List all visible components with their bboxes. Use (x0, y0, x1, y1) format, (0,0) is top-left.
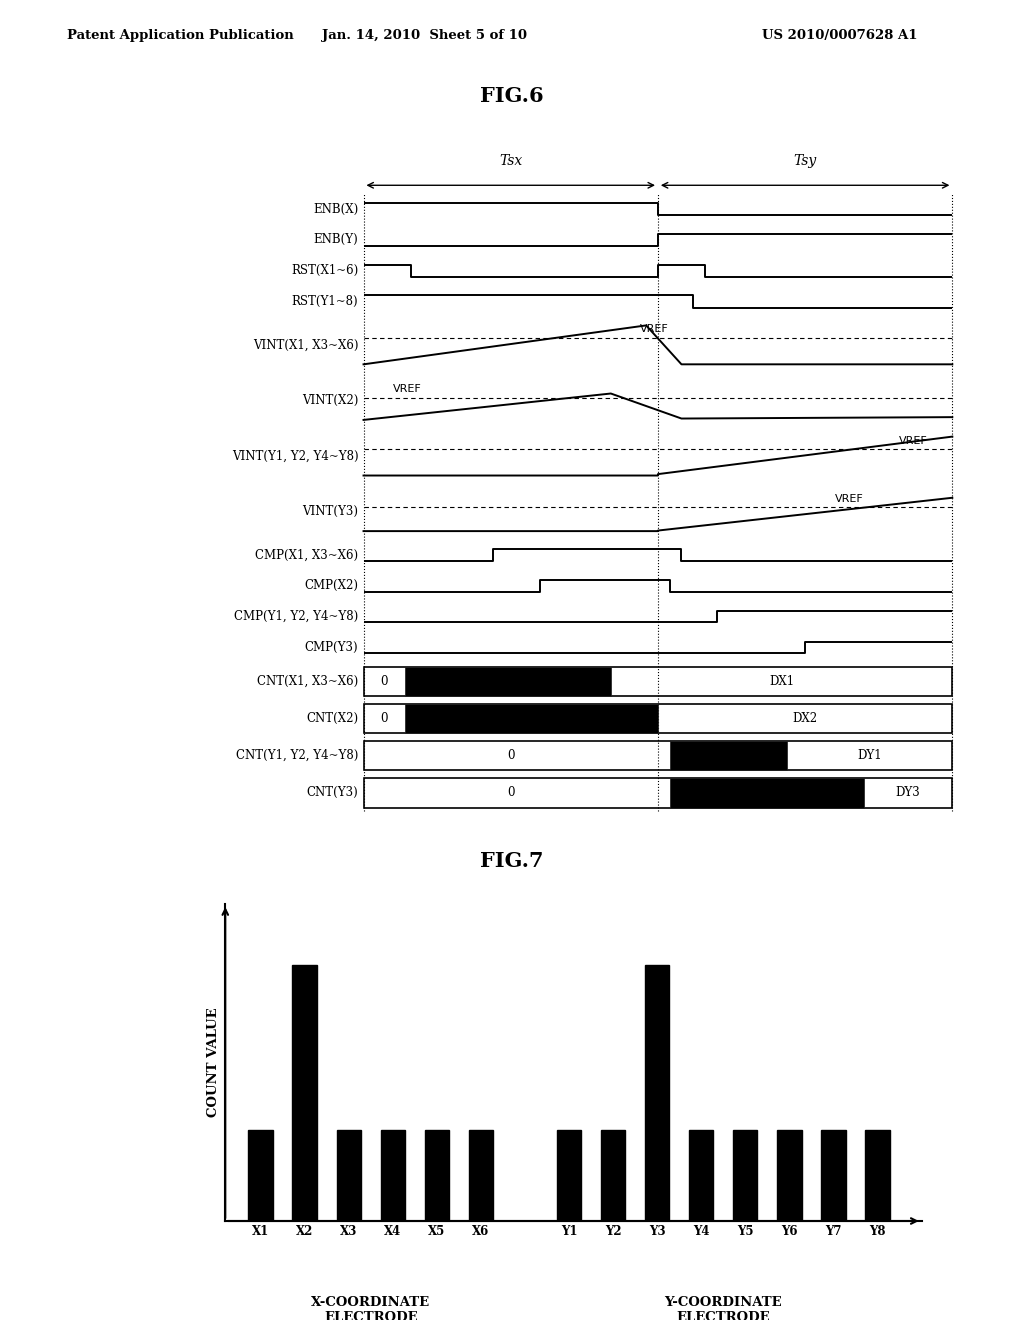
Text: VINT(Y3): VINT(Y3) (302, 506, 358, 519)
Text: VREF: VREF (835, 494, 863, 504)
Text: DX1: DX1 (769, 675, 795, 688)
Text: CNT(Y3): CNT(Y3) (306, 787, 358, 799)
Text: DY3: DY3 (896, 787, 921, 799)
Bar (293, 965, 316, 1221)
Bar (469, 1130, 493, 1221)
Bar (689, 1130, 714, 1221)
Bar (777, 1130, 802, 1221)
Text: Tsy: Tsy (794, 154, 817, 168)
Bar (670, 777, 864, 808)
Bar (364, 741, 952, 771)
Text: X-COORDINATE
ELECTRODE: X-COORDINATE ELECTRODE (311, 1296, 430, 1320)
Bar (404, 667, 610, 697)
Text: CMP(Y1, Y2, Y4~Y8): CMP(Y1, Y2, Y4~Y8) (234, 610, 358, 623)
Text: 0: 0 (380, 675, 388, 688)
Bar (645, 965, 670, 1221)
Text: CMP(X1, X3~X6): CMP(X1, X3~X6) (255, 548, 358, 561)
Bar (601, 1130, 626, 1221)
Text: Patent Application Publication: Patent Application Publication (67, 29, 293, 42)
Bar (404, 704, 658, 734)
Bar (381, 1130, 404, 1221)
Bar (364, 667, 952, 697)
Text: CMP(X2): CMP(X2) (304, 579, 358, 593)
Text: VREF: VREF (393, 384, 422, 395)
Text: 0: 0 (380, 711, 388, 725)
Text: ENB(Y): ENB(Y) (313, 234, 358, 247)
Bar (670, 741, 787, 771)
Text: CMP(Y3): CMP(Y3) (305, 642, 358, 655)
Text: VREF: VREF (640, 325, 669, 334)
Text: VREF: VREF (899, 436, 928, 446)
Text: VINT(Y1, Y2, Y4~Y8): VINT(Y1, Y2, Y4~Y8) (231, 450, 358, 462)
Text: VINT(X1, X3~X6): VINT(X1, X3~X6) (253, 338, 358, 351)
Text: DX2: DX2 (793, 711, 818, 725)
Text: US 2010/0007628 A1: US 2010/0007628 A1 (762, 29, 918, 42)
Text: CNT(Y1, Y2, Y4~Y8): CNT(Y1, Y2, Y4~Y8) (236, 750, 358, 762)
Bar (337, 1130, 360, 1221)
Text: FIG.6: FIG.6 (480, 86, 544, 106)
Text: 0: 0 (507, 750, 514, 762)
Text: 0: 0 (507, 787, 514, 799)
Text: RST(X1~6): RST(X1~6) (291, 264, 358, 277)
Text: Tsx: Tsx (499, 154, 522, 168)
Bar (821, 1130, 846, 1221)
Text: VINT(X2): VINT(X2) (302, 393, 358, 407)
Text: RST(Y1~8): RST(Y1~8) (292, 296, 358, 308)
Bar (865, 1130, 890, 1221)
Y-axis label: COUNT VALUE: COUNT VALUE (207, 1007, 220, 1118)
Bar (733, 1130, 758, 1221)
Text: FIG.7: FIG.7 (480, 850, 544, 871)
Bar (249, 1130, 272, 1221)
Text: Y-COORDINATE
ELECTRODE: Y-COORDINATE ELECTRODE (665, 1296, 782, 1320)
Text: CNT(X2): CNT(X2) (306, 711, 358, 725)
Text: ENB(X): ENB(X) (313, 202, 358, 215)
Bar (425, 1130, 449, 1221)
Text: Jan. 14, 2010  Sheet 5 of 10: Jan. 14, 2010 Sheet 5 of 10 (323, 29, 527, 42)
Bar (557, 1130, 582, 1221)
Text: DY1: DY1 (857, 750, 883, 762)
Text: CNT(X1, X3~X6): CNT(X1, X3~X6) (257, 675, 358, 688)
Bar (364, 704, 952, 734)
Bar (364, 777, 952, 808)
